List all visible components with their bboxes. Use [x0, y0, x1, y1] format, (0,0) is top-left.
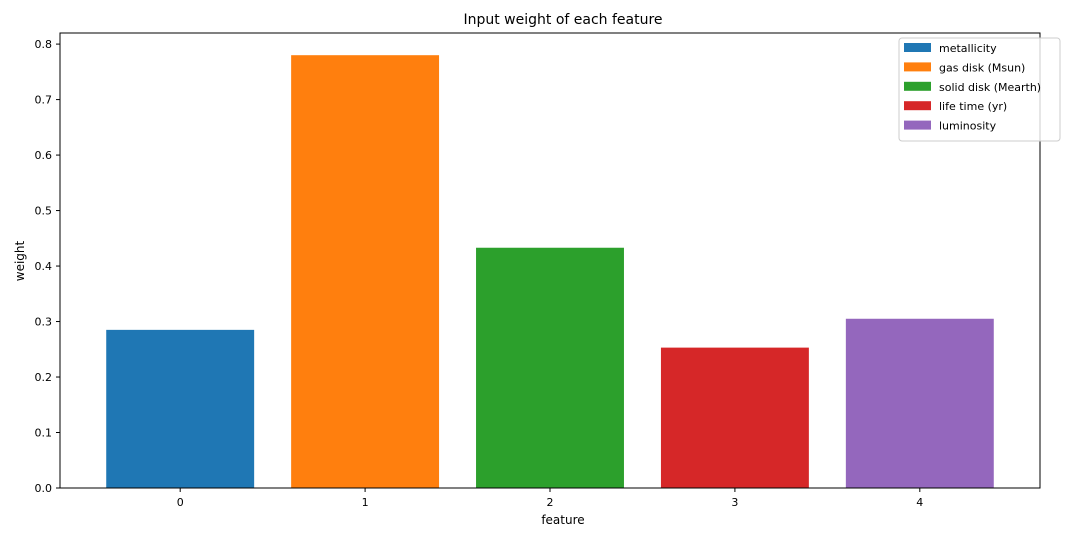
bar-4	[845, 318, 994, 488]
y-tick-label-7: 0.7	[35, 94, 53, 107]
y-tick-label-0: 0.0	[35, 482, 53, 495]
x-tick-label-3: 3	[731, 496, 738, 509]
axes-group: 0.0 0.1 0.2 0.3 0.4 0.5 0.6 0.7 0.8 0 1 2 3 4	[35, 32, 1041, 509]
y-tick-label-1: 0.1	[35, 427, 53, 440]
legend-box	[898, 37, 1061, 142]
legend: metallicity gas disk (Msun) solid disk (Me…	[898, 37, 1061, 142]
y-tick-label-6: 0.6	[35, 149, 53, 162]
legend-swatch-0	[904, 43, 931, 52]
legend-swatch-1	[904, 62, 931, 72]
legend-label-3: life time (yr)	[939, 100, 1007, 113]
legend-label-0: metallicity	[939, 42, 997, 55]
bar-3	[660, 347, 809, 488]
x-tick-label-4: 4	[916, 496, 923, 509]
y-tick-label-4: 0.4	[35, 260, 53, 273]
bar-2	[476, 247, 624, 488]
legend-swatch-3	[904, 101, 931, 111]
bar-0	[106, 329, 255, 488]
legend-swatch-2	[904, 81, 931, 91]
legend-label-1: gas disk (Msun)	[939, 61, 1025, 74]
x-tick-label-0: 0	[177, 496, 184, 509]
y-tick-label-5: 0.5	[35, 205, 53, 218]
y-tick-label-8: 0.8	[35, 38, 53, 51]
legend-label-2: solid disk (Mearth)	[939, 81, 1041, 94]
legend-label-4: luminosity	[939, 120, 997, 133]
x-tick-label-2: 2	[547, 496, 554, 509]
y-tick-label-2: 0.2	[35, 371, 53, 384]
legend-swatch-4	[904, 120, 931, 130]
y-tick-label-3: 0.3	[35, 316, 53, 329]
bars-group	[106, 55, 994, 488]
chart-title: Input weight of each feature	[463, 12, 662, 28]
bar-1	[291, 55, 440, 488]
y-axis-label: weight	[13, 240, 27, 281]
x-axis-label: feature	[541, 513, 584, 527]
x-tick-label-1: 1	[362, 496, 369, 509]
